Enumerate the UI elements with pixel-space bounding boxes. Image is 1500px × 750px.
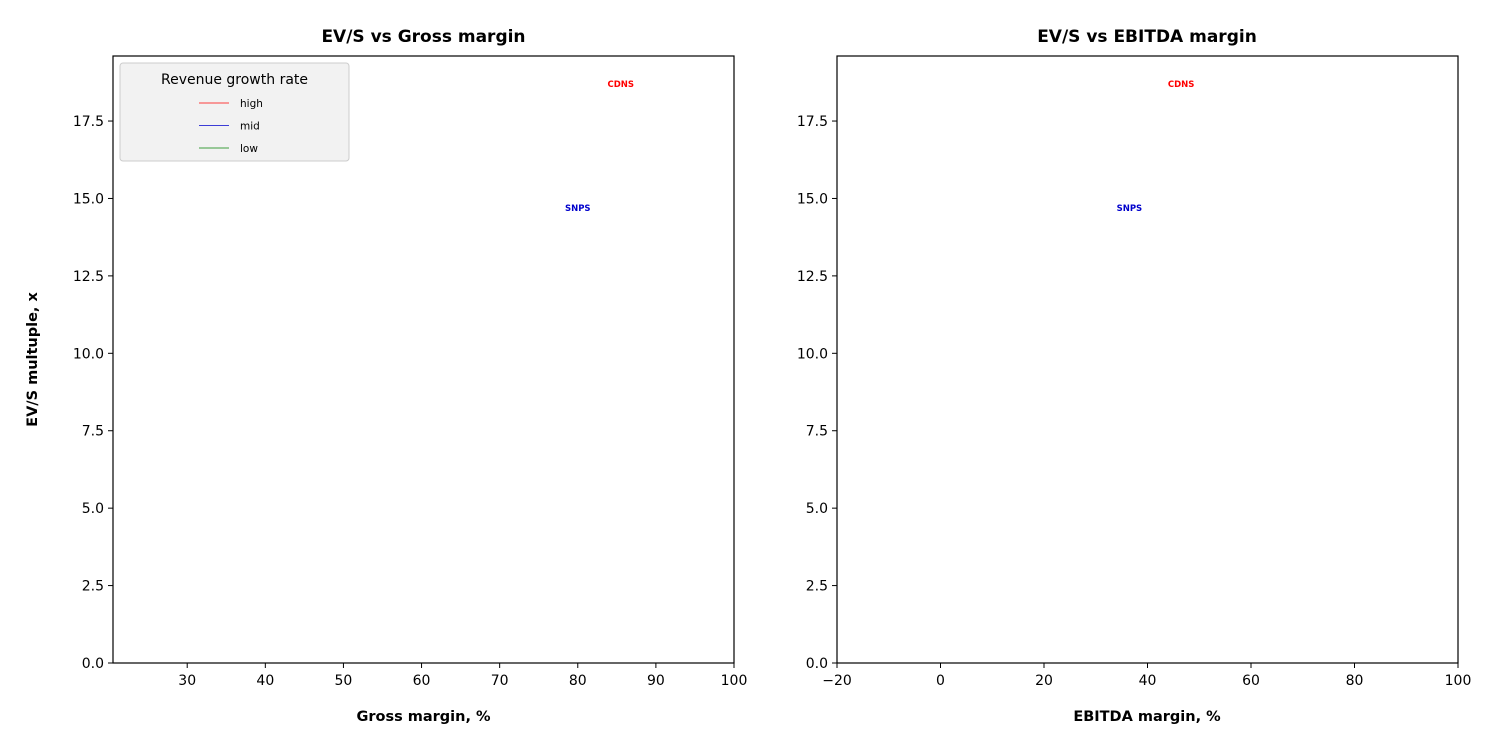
y-tick-label: 5.0 — [82, 501, 104, 517]
x-axis: −20 0 20 40 60 80 100 — [822, 663, 1471, 689]
legend-label-low: low — [240, 143, 258, 155]
data-points: CDNS SNPS — [565, 80, 634, 214]
y-tick-label: 12.5 — [73, 269, 104, 285]
point-label-cdns: CDNS — [607, 80, 634, 90]
x-tick-label: 60 — [413, 673, 431, 689]
x-tick-label: 100 — [721, 673, 748, 689]
chart-title: EV/S vs EBITDA margin — [1037, 27, 1257, 47]
point-label-snps: SNPS — [565, 204, 591, 214]
point-label-cdns: CDNS — [1168, 80, 1195, 90]
y-tick-label: 17.5 — [797, 114, 828, 130]
y-tick-label: 2.5 — [806, 579, 828, 595]
y-tick-label: 0.0 — [82, 656, 104, 672]
x-tick-label: 100 — [1445, 673, 1472, 689]
y-tick-label: 0.0 — [806, 656, 828, 672]
legend-title: Revenue growth rate — [161, 72, 308, 88]
x-tick-label: 80 — [1346, 673, 1364, 689]
y-tick-label: 10.0 — [797, 346, 828, 362]
x-tick-label: 60 — [1242, 673, 1260, 689]
x-tick-label: 80 — [569, 673, 587, 689]
x-axis-label: Gross margin, % — [356, 709, 491, 725]
subplot-gross-margin: EV/S vs Gross margin 30 40 50 60 70 80 90 100 0… — [25, 27, 747, 725]
x-tick-label: 30 — [178, 673, 196, 689]
y-tick-label: 7.5 — [82, 424, 104, 440]
x-tick-label: 0 — [936, 673, 945, 689]
y-tick-label: 10.0 — [73, 346, 104, 362]
legend: Revenue growth rate high mid low — [119, 62, 350, 162]
legend-box — [119, 62, 350, 162]
x-tick-label: −20 — [822, 673, 852, 689]
plot-area — [836, 55, 1459, 664]
x-tick-label: 40 — [256, 673, 274, 689]
y-tick-label: 17.5 — [73, 114, 104, 130]
y-tick-label: 15.0 — [73, 191, 104, 207]
chart-title: EV/S vs Gross margin — [321, 27, 525, 47]
legend-label-mid: mid — [240, 121, 260, 133]
y-tick-label: 2.5 — [82, 579, 104, 595]
data-points: CDNS SNPS — [1117, 80, 1195, 214]
x-tick-label: 70 — [491, 673, 509, 689]
y-tick-label: 15.0 — [797, 191, 828, 207]
y-tick-label: 5.0 — [806, 501, 828, 517]
x-tick-label: 40 — [1139, 673, 1157, 689]
legend-label-high: high — [240, 98, 263, 110]
x-tick-label: 50 — [335, 673, 353, 689]
x-axis: 30 40 50 60 70 80 90 100 — [178, 663, 747, 689]
subplot-ebitda-margin: EV/S vs EBITDA margin −20 0 20 40 60 80 100 0.… — [797, 27, 1472, 725]
y-tick-label: 12.5 — [797, 269, 828, 285]
x-tick-label: 20 — [1035, 673, 1053, 689]
y-tick-label: 7.5 — [806, 424, 828, 440]
y-axis-label: EV/S multuple, x — [25, 292, 41, 427]
legend-entries: high mid low — [199, 98, 263, 155]
plot-area — [112, 55, 735, 664]
x-tick-label: 90 — [647, 673, 665, 689]
y-axis: 0.0 2.5 5.0 7.5 10.0 12.5 15.0 17.5 — [797, 114, 837, 672]
y-axis: 0.0 2.5 5.0 7.5 10.0 12.5 15.0 17.5 — [73, 114, 113, 672]
point-label-snps: SNPS — [1117, 204, 1143, 214]
x-axis-label: EBITDA margin, % — [1073, 709, 1221, 725]
